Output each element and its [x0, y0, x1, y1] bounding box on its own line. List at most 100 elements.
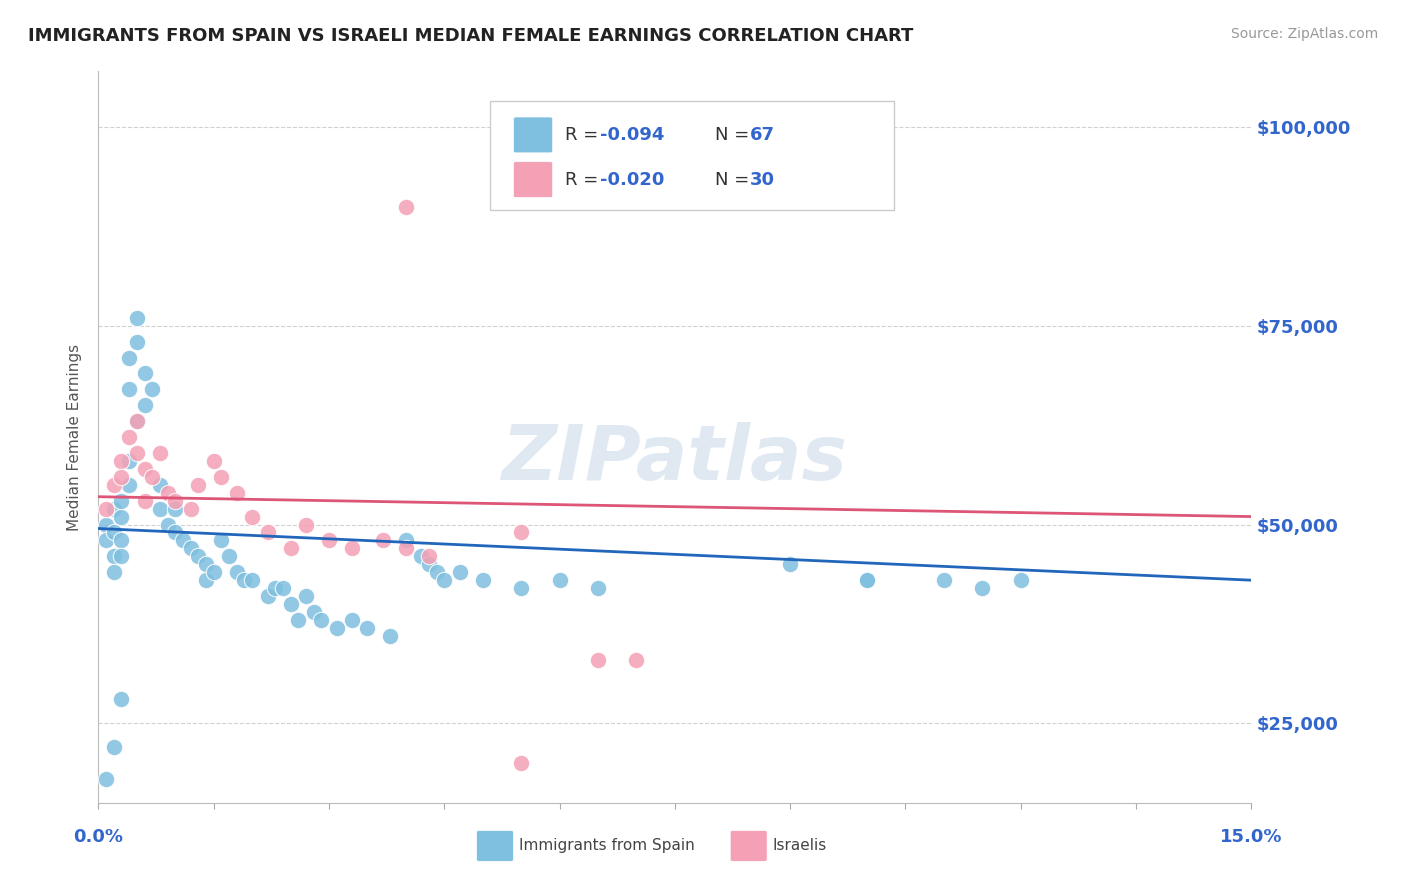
Point: [103, 501, 125, 516]
Point: [103, 477, 125, 491]
Point: [233, 573, 256, 587]
Point: [195, 558, 218, 572]
Point: [1010, 573, 1032, 587]
Point: [110, 470, 132, 484]
Point: [103, 549, 125, 564]
Point: [433, 573, 456, 587]
Point: [295, 589, 318, 603]
Point: [287, 613, 309, 627]
Point: [510, 756, 533, 770]
Point: [225, 566, 247, 580]
Point: [149, 446, 172, 460]
Point: [187, 549, 209, 564]
Point: [195, 573, 218, 587]
Point: [471, 573, 494, 587]
Point: [94, 517, 117, 532]
Point: [187, 477, 209, 491]
Point: [165, 501, 187, 516]
Point: [141, 470, 163, 484]
Point: [118, 351, 141, 365]
Point: [125, 334, 148, 349]
FancyBboxPatch shape: [491, 101, 894, 211]
Point: [209, 470, 232, 484]
Point: [256, 589, 278, 603]
Point: [295, 517, 318, 532]
Point: [240, 573, 263, 587]
Point: [172, 533, 194, 548]
Point: [586, 653, 609, 667]
Point: [264, 581, 287, 595]
Point: [94, 501, 117, 516]
Text: R =: R =: [565, 171, 605, 189]
Point: [548, 573, 571, 587]
Point: [340, 613, 363, 627]
Point: [94, 772, 117, 786]
Point: [395, 533, 418, 548]
Point: [586, 581, 609, 595]
Point: [125, 414, 148, 428]
Point: [856, 573, 879, 587]
Text: N =: N =: [716, 171, 755, 189]
Text: 15.0%: 15.0%: [1220, 828, 1282, 846]
Point: [626, 653, 648, 667]
Text: 30: 30: [749, 171, 775, 189]
Point: [165, 493, 187, 508]
Point: [202, 566, 225, 580]
Point: [118, 454, 141, 468]
Point: [165, 525, 187, 540]
Point: [156, 517, 179, 532]
Point: [180, 541, 202, 556]
Point: [271, 581, 294, 595]
FancyBboxPatch shape: [513, 117, 553, 153]
Point: [240, 509, 263, 524]
Point: [110, 493, 132, 508]
Point: [411, 549, 433, 564]
Point: [356, 621, 378, 635]
Point: [118, 477, 141, 491]
Point: [218, 549, 240, 564]
Text: N =: N =: [716, 127, 755, 145]
Y-axis label: Median Female Earnings: Median Female Earnings: [67, 343, 83, 531]
Point: [118, 430, 141, 444]
Point: [418, 549, 440, 564]
Point: [110, 692, 132, 706]
Point: [395, 541, 418, 556]
Point: [202, 454, 225, 468]
Point: [118, 383, 141, 397]
Point: [134, 367, 156, 381]
Point: [318, 533, 340, 548]
Point: [325, 621, 347, 635]
Point: [110, 533, 132, 548]
Text: Source: ZipAtlas.com: Source: ZipAtlas.com: [1230, 27, 1378, 41]
Text: 67: 67: [749, 127, 775, 145]
Point: [225, 485, 247, 500]
Point: [110, 454, 132, 468]
Point: [256, 525, 278, 540]
FancyBboxPatch shape: [730, 830, 768, 862]
Point: [311, 613, 333, 627]
Point: [856, 573, 879, 587]
Point: [149, 501, 172, 516]
Point: [340, 541, 363, 556]
Point: [302, 605, 325, 619]
Point: [932, 573, 955, 587]
Point: [110, 549, 132, 564]
Point: [134, 398, 156, 412]
Point: [972, 581, 994, 595]
Text: R =: R =: [565, 127, 605, 145]
Point: [209, 533, 232, 548]
Text: Israelis: Israelis: [773, 838, 827, 853]
Point: [125, 446, 148, 460]
Point: [395, 200, 418, 214]
Point: [380, 629, 402, 643]
Point: [426, 566, 449, 580]
Point: [779, 558, 801, 572]
Text: ZIPatlas: ZIPatlas: [502, 422, 848, 496]
Text: Immigrants from Spain: Immigrants from Spain: [519, 838, 695, 853]
Point: [280, 597, 302, 611]
Point: [510, 525, 533, 540]
Point: [103, 740, 125, 755]
Point: [103, 566, 125, 580]
Point: [449, 566, 471, 580]
Point: [510, 581, 533, 595]
